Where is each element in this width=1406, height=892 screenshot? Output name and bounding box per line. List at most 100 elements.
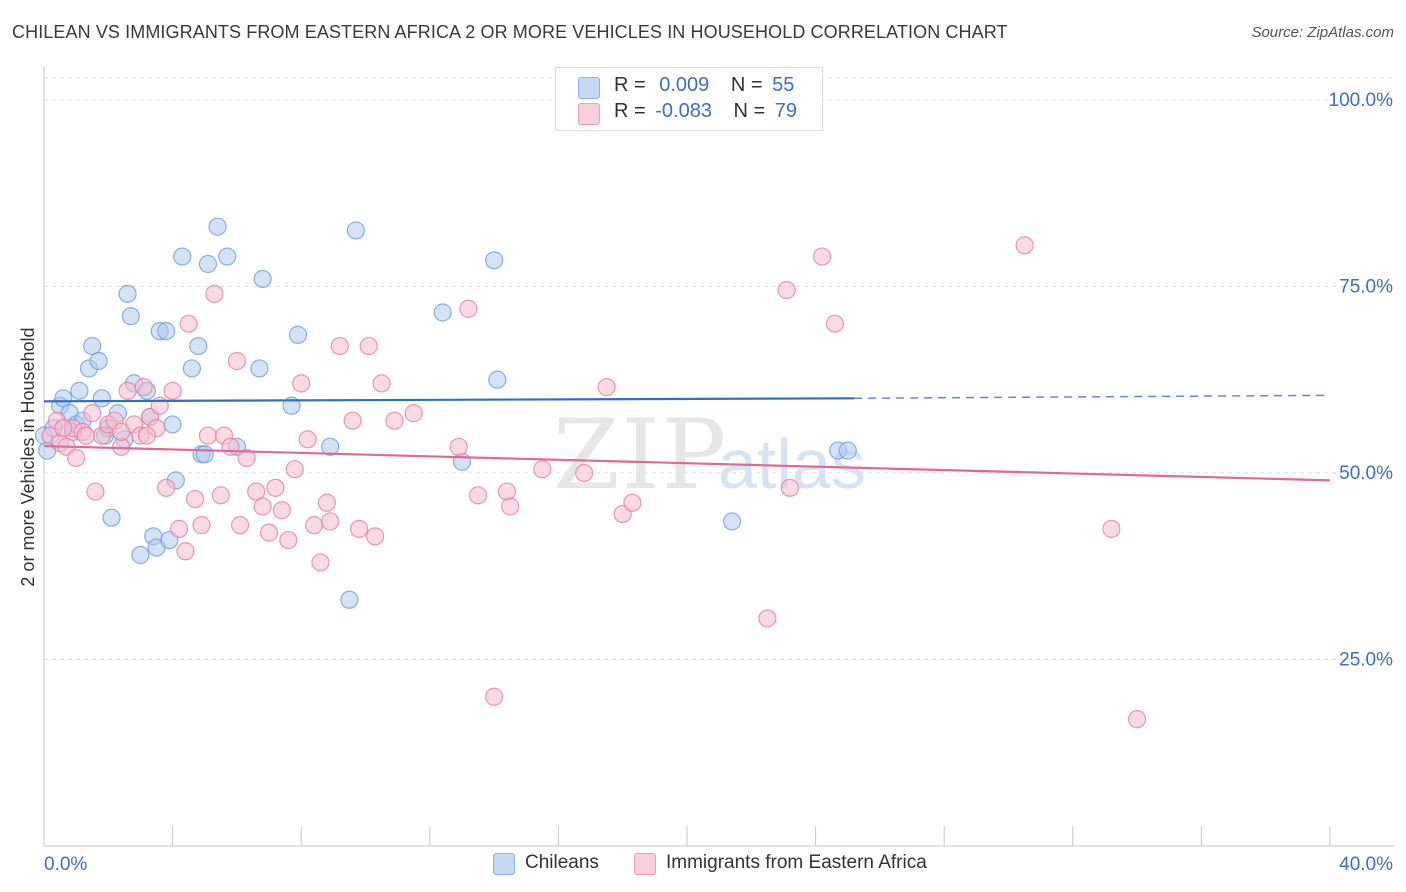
y-tick-label: 100.0% xyxy=(1329,90,1394,111)
eastern-africa-point xyxy=(237,448,256,468)
eastern-africa-point xyxy=(468,486,488,505)
eastern-africa-point xyxy=(385,411,404,430)
eastern-africa-point xyxy=(575,463,594,483)
chileans-point xyxy=(282,396,301,415)
legend-swatch-chileans xyxy=(578,77,600,99)
eastern-africa-point xyxy=(272,501,292,520)
chileans-point xyxy=(182,359,201,378)
watermark-zip: ZIP xyxy=(553,399,728,511)
eastern-africa-point xyxy=(623,493,642,512)
eastern-africa-point xyxy=(404,404,423,423)
chileans-point xyxy=(340,590,359,609)
chileans-point xyxy=(131,545,150,565)
bottom-legend-label-eastern-africa: Immigrants from Eastern Africa xyxy=(666,852,927,873)
eastern-africa-point xyxy=(285,460,304,479)
eastern-africa-point xyxy=(186,489,205,509)
chileans-point xyxy=(173,247,192,266)
source-credit: Source: ZipAtlas.com xyxy=(1251,24,1394,41)
eastern-africa-point xyxy=(112,422,131,441)
chileans-trend-extension xyxy=(854,394,1331,400)
eastern-africa-point xyxy=(221,437,240,456)
eastern-africa-point xyxy=(812,247,832,266)
eastern-africa-point xyxy=(157,478,176,497)
eastern-africa-point xyxy=(54,419,73,438)
chileans-point xyxy=(485,251,504,270)
chileans-point xyxy=(488,370,507,389)
data-points xyxy=(34,217,1147,729)
eastern-africa-point xyxy=(298,430,317,449)
chileans-point xyxy=(346,221,365,240)
chileans-point xyxy=(722,512,742,531)
chileans-point xyxy=(121,307,140,326)
bottom-legend-label-chileans: Chileans xyxy=(525,852,599,873)
chileans-point xyxy=(253,269,272,289)
eastern-africa-point xyxy=(372,374,391,393)
x-tick-label: 40.0% xyxy=(1339,854,1393,875)
legend-n-value: 55 xyxy=(772,74,795,96)
eastern-africa-point xyxy=(192,516,211,535)
eastern-africa-point xyxy=(253,497,272,516)
eastern-africa-point xyxy=(304,516,324,535)
eastern-africa-point xyxy=(279,530,298,550)
bottom-legend-swatch-eastern-africa xyxy=(634,853,656,875)
legend-n-label: N = xyxy=(733,100,766,122)
legend-r-value: 0.009 xyxy=(659,74,710,96)
x-tick-label: 0.0% xyxy=(44,854,87,875)
chileans-point xyxy=(92,389,111,408)
eastern-africa-point xyxy=(137,426,156,445)
y-axis-label: 2 or more Vehicles in Household xyxy=(18,327,38,586)
eastern-africa-point xyxy=(459,299,478,318)
eastern-africa-point xyxy=(163,381,182,400)
eastern-africa-point xyxy=(343,411,362,430)
legend-n-label: N = xyxy=(730,74,763,96)
y-tick-label: 25.0% xyxy=(1339,649,1393,670)
eastern-africa-point xyxy=(1127,710,1147,729)
y-tick-label: 50.0% xyxy=(1339,463,1393,484)
chileans-point xyxy=(288,325,308,344)
eastern-africa-point xyxy=(198,426,218,445)
eastern-africa-point xyxy=(169,519,189,538)
eastern-africa-point xyxy=(83,404,102,423)
chileans-point xyxy=(70,381,89,400)
eastern-africa-point xyxy=(134,378,153,397)
eastern-africa-point xyxy=(366,527,385,546)
eastern-africa-point xyxy=(231,516,250,535)
eastern-africa-point xyxy=(449,437,468,456)
legend-r-label: R = xyxy=(614,100,646,122)
chileans-point xyxy=(189,336,208,356)
eastern-africa-point xyxy=(359,336,378,356)
eastern-africa-point xyxy=(311,553,330,572)
eastern-africa-point xyxy=(86,482,105,501)
chileans-point xyxy=(157,322,176,341)
eastern-africa-point xyxy=(349,519,369,538)
eastern-africa-point xyxy=(758,609,777,628)
legend-r-value: -0.083 xyxy=(655,100,712,122)
eastern-africa-point xyxy=(777,281,796,300)
chileans-point xyxy=(89,351,108,371)
eastern-africa-point xyxy=(118,381,137,400)
eastern-africa-point xyxy=(501,497,520,516)
chileans-point xyxy=(195,445,214,464)
chileans-point xyxy=(218,247,237,266)
eastern-africa-trend-line xyxy=(43,444,1331,482)
eastern-africa-point xyxy=(67,448,86,468)
tick-labels: 100.0% 75.0% 50.0% 25.0% 0.0% 40.0% xyxy=(44,90,1393,875)
legend-n-value: 79 xyxy=(774,100,798,122)
eastern-africa-point xyxy=(321,512,340,531)
eastern-africa-point xyxy=(533,460,552,479)
chileans-point xyxy=(208,217,227,236)
eastern-africa-point xyxy=(76,426,95,445)
eastern-africa-point xyxy=(211,486,230,505)
chileans-point xyxy=(250,359,269,378)
y-tick-label: 75.0% xyxy=(1339,276,1393,297)
eastern-africa-point xyxy=(205,284,224,303)
eastern-africa-point xyxy=(780,478,799,497)
eastern-africa-point xyxy=(597,378,616,397)
eastern-africa-point xyxy=(485,687,504,706)
eastern-africa-point xyxy=(179,314,198,333)
eastern-africa-point xyxy=(292,374,311,393)
eastern-africa-point xyxy=(317,493,337,512)
legend-swatch-eastern-africa xyxy=(578,103,600,125)
eastern-africa-point xyxy=(266,478,285,497)
